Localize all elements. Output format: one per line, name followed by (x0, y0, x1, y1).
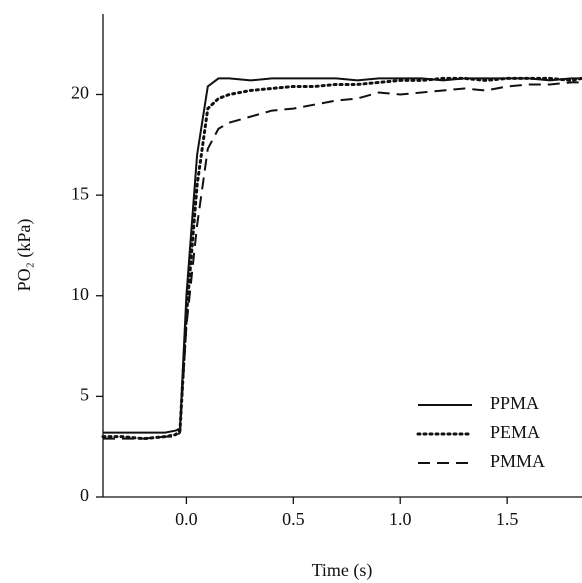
y-tick-label: 5 (80, 385, 89, 405)
y-tick-label: 15 (71, 183, 89, 203)
y-tick-label: 10 (71, 284, 89, 304)
y-tick-label: 20 (71, 83, 89, 103)
legend-label: PEMA (490, 422, 540, 442)
series-line (101, 76, 582, 441)
legend-label: PPMA (490, 393, 539, 413)
series-line (103, 77, 582, 434)
x-tick-label: 1.5 (496, 509, 519, 529)
x-tick-label: 1.0 (389, 509, 412, 529)
x-tick-label: 0.5 (282, 509, 305, 529)
x-tick-label: 0.0 (175, 509, 198, 529)
legend-label: PMMA (490, 451, 545, 471)
y-tick-label: 0 (80, 485, 89, 505)
series-line (103, 81, 582, 440)
y-axis-label: PO₂ (kPa) (14, 219, 35, 292)
x-axis-label: Time (s) (312, 560, 373, 581)
